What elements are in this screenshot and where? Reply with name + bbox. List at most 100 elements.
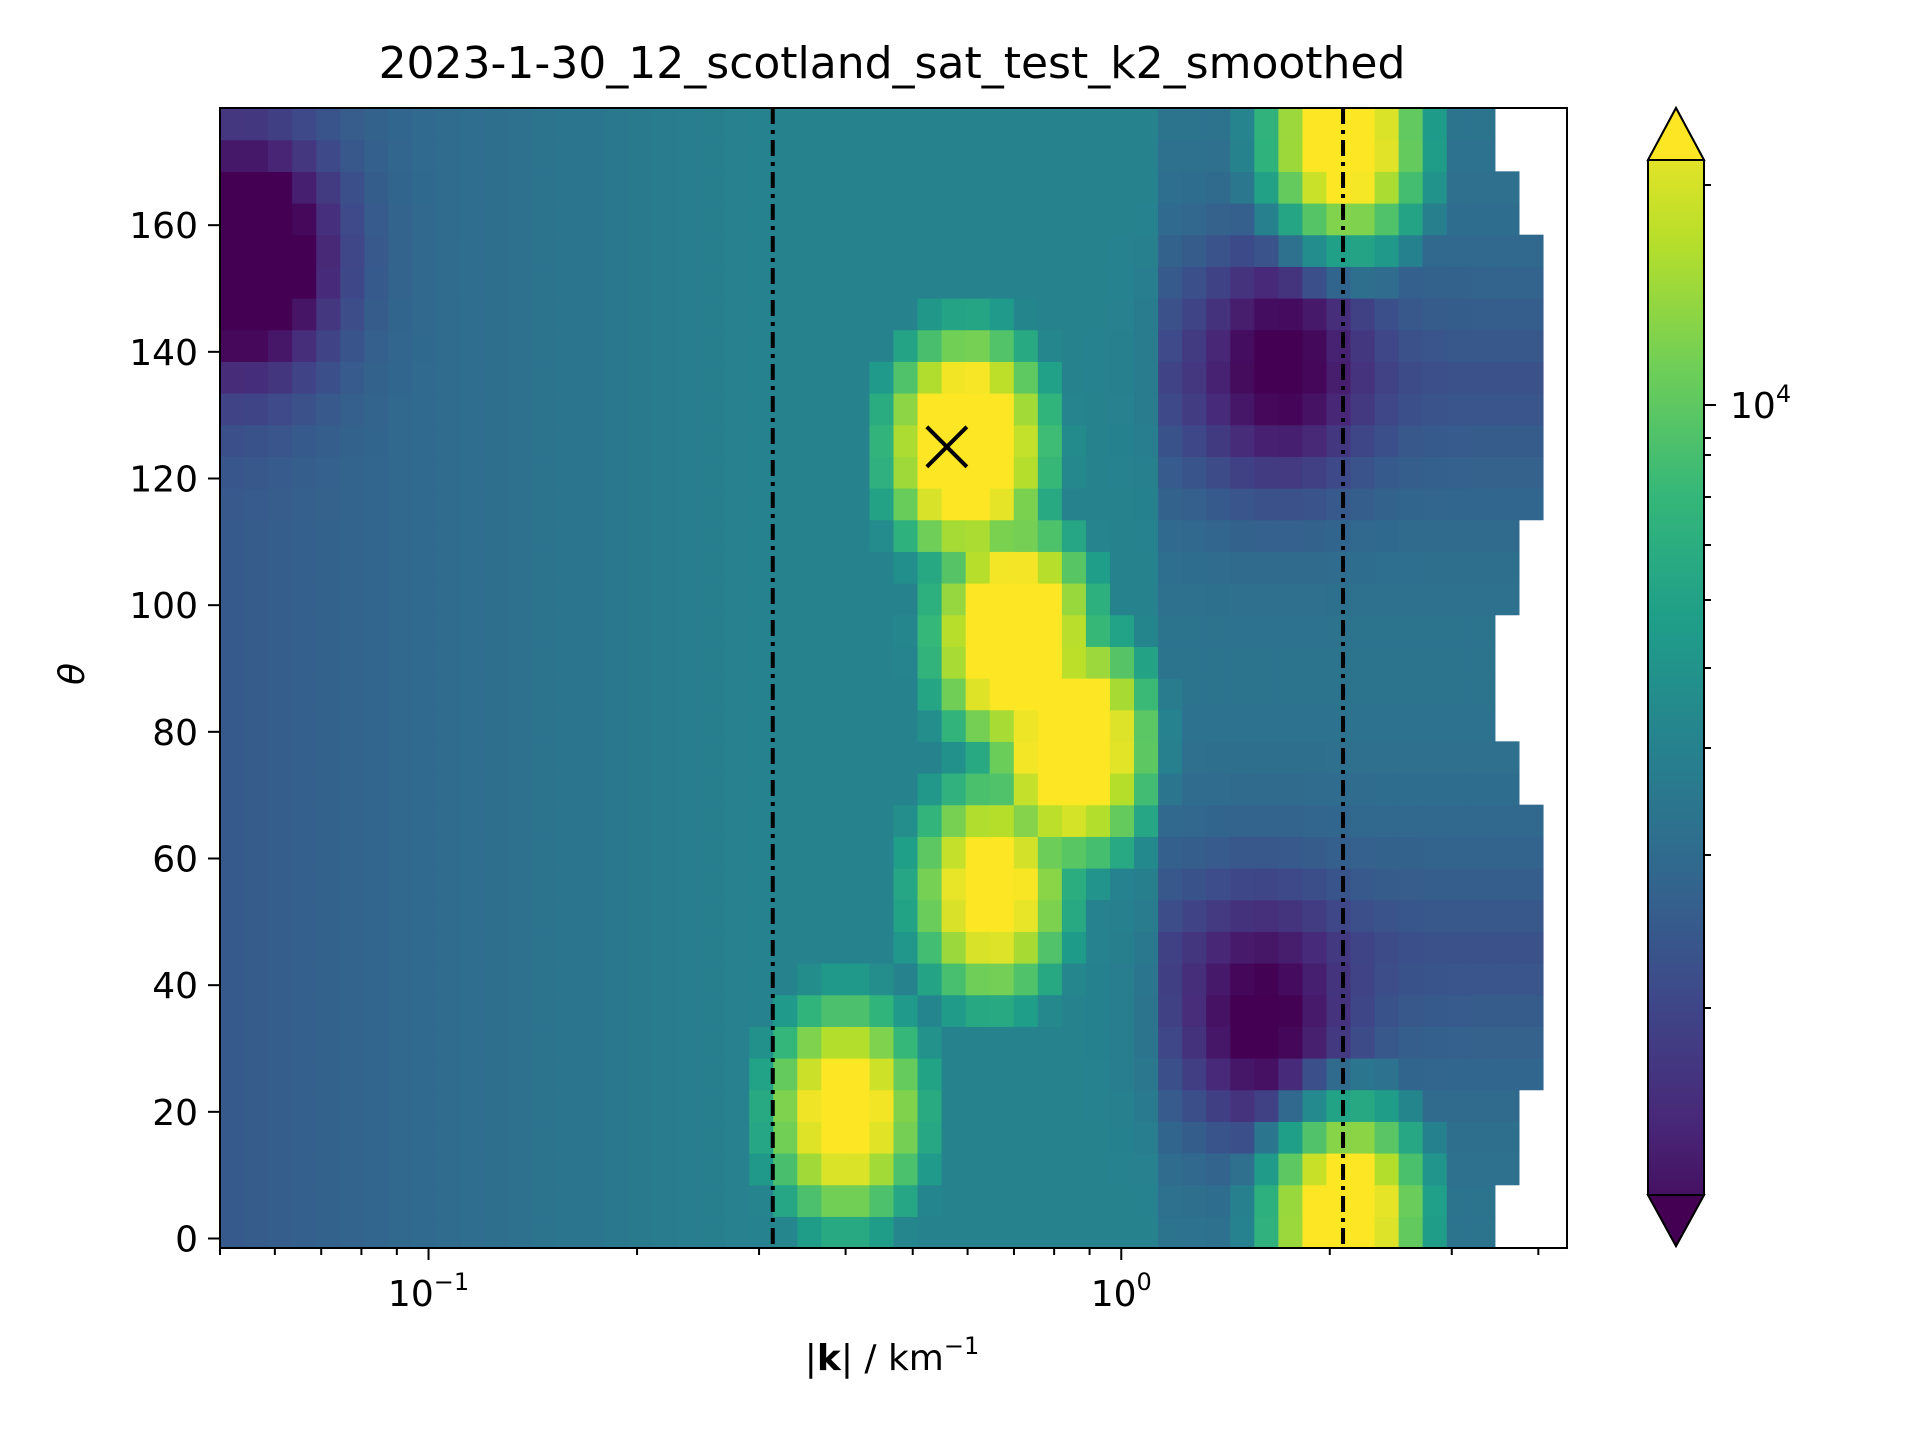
heatmap-cell [388, 804, 414, 837]
heatmap-cell [268, 139, 293, 172]
heatmap-cell [701, 773, 726, 806]
heatmap-cell [340, 329, 365, 362]
heatmap-cell [244, 741, 269, 774]
heatmap-cell [701, 234, 726, 267]
heatmap-cell [1013, 741, 1039, 774]
heatmap-cell [1109, 868, 1135, 901]
heatmap-cell [749, 456, 774, 489]
heatmap-cell [1182, 519, 1207, 552]
heatmap-cell [244, 171, 269, 204]
heatmap-cell [1182, 203, 1207, 236]
heatmap-cell [941, 171, 967, 204]
heatmap-cell [364, 1058, 389, 1091]
heatmap-cell [701, 1089, 726, 1122]
heatmap-cell [869, 994, 895, 1027]
heatmap-cell [725, 804, 750, 837]
heatmap-cell [821, 393, 846, 426]
heatmap-cell [532, 646, 558, 679]
heatmap-cell [1206, 203, 1231, 236]
heatmap-cell [1422, 931, 1448, 964]
heatmap-cell [941, 1026, 967, 1059]
heatmap-cell [1134, 108, 1159, 141]
heatmap-cell [1350, 234, 1376, 267]
heatmap-cell [436, 488, 462, 521]
heatmap-cell [1278, 963, 1304, 996]
heatmap-cell [965, 424, 991, 457]
heatmap-cell [1422, 583, 1448, 616]
heatmap-cell [1230, 424, 1255, 457]
heatmap-cell [797, 1089, 822, 1122]
heatmap-cell [652, 329, 678, 362]
heatmap-cell [1446, 234, 1472, 267]
heatmap-cell [725, 773, 750, 806]
heatmap-cell [1326, 804, 1352, 837]
heatmap-cell [220, 804, 245, 837]
heatmap-cell [412, 614, 438, 647]
heatmap-cell [1302, 804, 1328, 837]
heatmap-cell [1326, 1153, 1352, 1186]
heatmap-cell [1134, 1121, 1159, 1154]
heatmap-cell [869, 678, 895, 711]
heatmap-cell [460, 266, 486, 299]
heatmap-cell [412, 994, 438, 1027]
heatmap-cell [845, 1026, 871, 1059]
heatmap-cell [1254, 488, 1279, 521]
heatmap-cell [652, 868, 678, 901]
heatmap-cell [1494, 1153, 1520, 1186]
heatmap-cell [652, 424, 678, 457]
heatmap-cell [1350, 393, 1376, 426]
heatmap-cell [1254, 804, 1279, 837]
heatmap-cell [1206, 583, 1231, 616]
heatmap-cell [292, 709, 317, 742]
heatmap-cell [1158, 393, 1183, 426]
heatmap-cell [821, 899, 846, 932]
heatmap-cell [1278, 994, 1304, 1027]
heatmap-cell [797, 171, 822, 204]
heatmap-cell [1350, 931, 1376, 964]
heatmap-cell [725, 203, 750, 236]
heatmap-cell [1037, 1026, 1063, 1059]
heatmap-cell [1350, 773, 1376, 806]
heatmap-cell [484, 1058, 510, 1091]
heatmap-cell [1470, 678, 1496, 711]
heatmap-cell [1134, 551, 1159, 584]
heatmap-cell [316, 709, 341, 742]
heatmap-cell [532, 488, 558, 521]
heatmap-cell [1013, 614, 1039, 647]
heatmap-cell [1158, 1058, 1183, 1091]
heatmap-cell [1182, 899, 1207, 932]
heatmap-cell [1085, 234, 1111, 267]
heatmap-cell [292, 1058, 317, 1091]
heatmap-cell [701, 646, 726, 679]
heatmap-cell [749, 488, 774, 521]
heatmap-cell [1398, 614, 1424, 647]
heatmap-cell [532, 678, 558, 711]
heatmap-cell [749, 899, 774, 932]
heatmap-cell [893, 804, 919, 837]
heatmap-cell [869, 266, 895, 299]
heatmap-cell [749, 741, 774, 774]
heatmap-cell [340, 456, 365, 489]
heatmap-cell [412, 393, 438, 426]
heatmap-cell [893, 139, 919, 172]
heatmap-cell [220, 1058, 245, 1091]
heatmap-cell [1470, 836, 1496, 869]
heatmap-cell [412, 234, 438, 267]
heatmap-cell [773, 424, 798, 457]
heatmap-cell [1109, 741, 1135, 774]
heatmap-cell [1302, 931, 1328, 964]
heatmap-cell [1254, 1216, 1279, 1248]
heatmap-cell [1230, 139, 1255, 172]
heatmap-cell [244, 1153, 269, 1186]
heatmap-cell [316, 899, 341, 932]
heatmap-cell [1350, 1184, 1376, 1217]
heatmap-cell [244, 931, 269, 964]
heatmap-cell [244, 1216, 269, 1248]
heatmap-cell [1013, 868, 1039, 901]
heatmap-cell [1326, 551, 1352, 584]
heatmap-cell [917, 1058, 943, 1091]
heatmap-cell [388, 1121, 414, 1154]
heatmap-cell [292, 393, 317, 426]
heatmap-cell [412, 203, 438, 236]
heatmap-cell [941, 583, 967, 616]
